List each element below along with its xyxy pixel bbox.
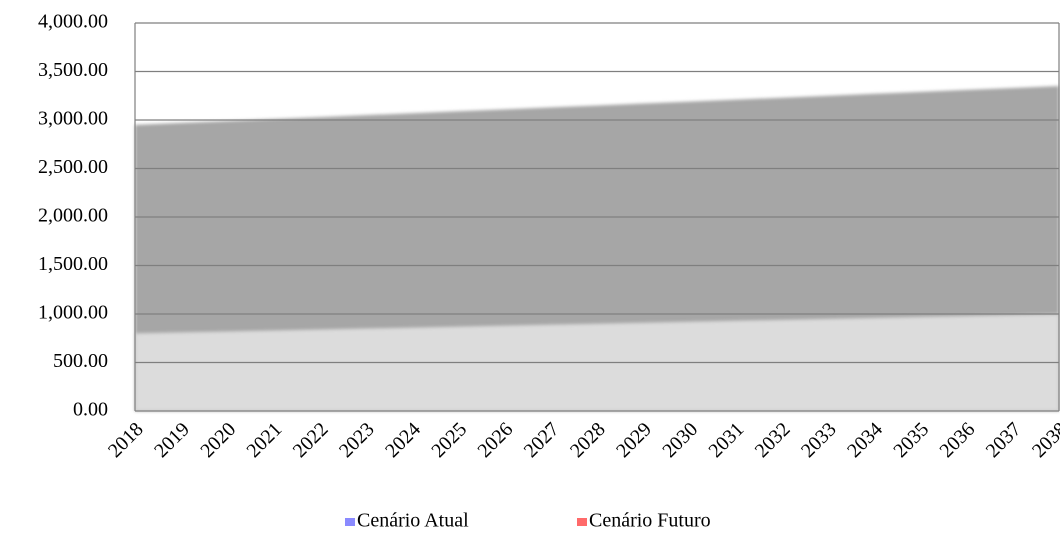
x-tick-label: 2031 xyxy=(705,418,749,462)
x-tick-label: 2029 xyxy=(612,418,656,462)
y-tick-label: 3,500.00 xyxy=(38,59,108,81)
x-tick-label: 2023 xyxy=(335,418,379,462)
y-tick-label: 3,000.00 xyxy=(38,108,108,130)
legend-label: Cenário Futuro xyxy=(589,510,711,532)
legend-swatch xyxy=(577,518,587,526)
x-tick-label: 2020 xyxy=(196,418,240,462)
x-tick-label: 2025 xyxy=(427,418,471,462)
y-tick-label: 2,000.00 xyxy=(38,205,108,227)
x-tick-label: 2021 xyxy=(243,418,287,462)
y-tick-label: 1,000.00 xyxy=(38,302,108,324)
x-tick-label: 2027 xyxy=(520,418,564,462)
y-tick-label: 500.00 xyxy=(53,350,108,372)
grid xyxy=(134,22,1060,412)
y-tick-label: 1,500.00 xyxy=(38,253,108,275)
y-tick-label: 0.00 xyxy=(73,399,108,421)
x-tick-label: 2018 xyxy=(104,418,148,462)
x-tick-label: 2026 xyxy=(474,418,518,462)
y-tick-label: 2,500.00 xyxy=(38,156,108,178)
legend-swatch xyxy=(345,518,355,526)
x-tick-label: 2030 xyxy=(658,418,702,462)
x-tick-label: 2036 xyxy=(936,418,980,462)
x-tick-label: 2034 xyxy=(843,418,887,462)
x-tick-label: 2038 xyxy=(1028,418,1060,462)
x-tick-label: 2037 xyxy=(982,418,1026,462)
x-tick-label: 2033 xyxy=(797,418,841,462)
x-tick-label: 2022 xyxy=(289,418,333,462)
y-tick-label: 4,000.00 xyxy=(38,11,108,33)
legend-label: Cenário Atual xyxy=(357,510,469,532)
x-tick-label: 2024 xyxy=(381,418,425,462)
x-tick-label: 2032 xyxy=(751,418,795,462)
x-tick-label: 2035 xyxy=(889,418,933,462)
x-tick-label: 2028 xyxy=(566,418,610,462)
x-tick-label: 2019 xyxy=(150,418,194,462)
